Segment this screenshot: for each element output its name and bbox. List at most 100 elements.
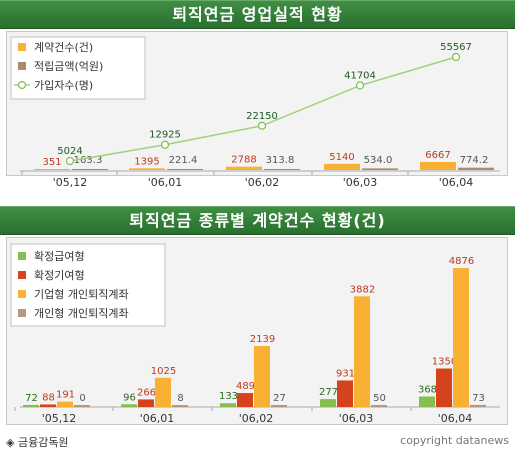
chart1-contracts-value-label: 1395 [134,156,159,167]
chart1-subscribers-value-label: 5024 [57,146,82,157]
chart2-bar [172,405,188,407]
chart2-legend-swatch [18,290,26,298]
chart1-legend-swatch [18,43,26,51]
chart1-reserves-bar [72,169,108,170]
chart1-legend-swatch [18,62,26,70]
chart1-sales-performance: '05,12 351 163.3 '06,01 1395 221.4 '06,02 2788 3… [10,36,500,189]
chart1-x-tick-label: '05,12 [53,176,88,189]
chart2-value-label: 931 [336,368,355,379]
chart2-legend [10,243,166,327]
chart2-bar [320,399,336,407]
chart2-bar [121,404,137,407]
source-note: ◈ 금융감독원 [6,436,69,449]
chart2-value-label: 489 [236,381,255,392]
chart2-legend-label: 확정급여형 [34,250,85,263]
chart1-subscribers-point [451,52,461,62]
chart1-subscribers-point [160,140,170,149]
chart2-bar [40,404,56,407]
chart1-reserves-bar [362,168,398,170]
chart1-contracts-value-label: 351 [42,157,61,168]
chart2-bar [453,268,469,407]
chart2-value-label: 27 [273,393,286,404]
chart1-subscribers-value-label: 41704 [344,71,376,82]
chart1-subscribers-point [257,121,267,130]
chart2-bar [57,401,73,407]
chart2-legend-swatch [18,271,26,279]
chart2-bar [220,403,236,407]
chart2-value-label: 73 [472,393,485,404]
chart2-title-banner: 퇴직연금 종류별 계약건수 현황(건) [0,206,515,235]
chart1-contracts-bar [34,169,70,170]
chart2-bar [419,396,435,407]
chart2-bar [371,405,387,407]
chart1-subscribers-value-label: 22150 [246,111,278,122]
chart2-value-label: 266 [137,387,156,398]
chart2-x-tick-label: '05,12 [42,412,77,425]
chart2-value-label: 96 [123,392,136,403]
chart2-legend-label: 확정기여형 [34,269,85,282]
chart1-contracts-bar [420,161,456,170]
chart2-value-label: 3882 [350,284,375,295]
chart1-contracts-bar [129,168,165,170]
chart2-bar [470,404,486,407]
chart2-bar [155,377,171,407]
chart2-bar [237,393,253,407]
chart2-x-tick-label: '06,01 [140,412,175,425]
chart2-bar [23,404,39,407]
chart1-title-banner: 퇴직연금 영업실적 현황 [0,0,515,29]
chart2-bar [354,296,370,407]
chart1-x-tick-label: '06,01 [148,176,183,189]
chart1-subscribers-value-label: 12925 [149,130,181,141]
chart1-legend-label: 가입자수(명) [34,79,93,92]
chart2-bar [271,405,287,407]
chart1-x-tick-label: '06,02 [245,176,280,189]
chart2-value-label: 191 [56,390,75,401]
chart2-value-label: 368 [418,385,437,396]
chart2-legend-swatch [18,309,26,317]
chart2-value-label: 2139 [250,334,275,345]
chart1-reserves-bar [167,169,203,170]
chart1-x-tick-label: '06,04 [439,176,474,189]
chart1-contracts-bar [226,166,262,170]
chart1-reserves-bar [458,167,494,170]
chart1-subscribers-point [355,81,365,90]
chart1-reserves-value-label: 534.0 [364,155,393,166]
chart2-value-label: 72 [25,393,38,404]
chart2-bar [337,380,353,407]
chart1-legend-label: 적립금액(억원) [34,60,103,73]
chart2-value-label: 8 [177,393,183,404]
chart2-value-label: 1350 [432,357,457,368]
chart2-bar [74,405,90,407]
chart1-reserves-bar [264,169,300,170]
chart2-x-tick-label: '06,04 [438,412,473,425]
chart1-legend-marker [17,80,27,90]
chart2-x-tick-label: '06,03 [339,412,374,425]
chart2-legend-swatch [18,252,26,260]
chart1-legend-label: 계약건수(건) [34,40,93,54]
chart2-bar [138,399,154,407]
chart2-value-label: 1025 [151,366,176,377]
chart2-bar [254,346,270,407]
chart1-contracts-value-label: 2788 [231,155,256,166]
chart2-legend-label: 기업형 개인퇴직계좌 [34,288,129,301]
chart1-legend [10,36,146,100]
chart1-contracts-value-label: 5140 [329,152,354,163]
chart2-x-tick-label: '06,02 [239,412,274,425]
chart1-reserves-value-label: 774.2 [460,155,489,166]
chart2-value-label: 133 [219,391,238,402]
chart1-x-tick-label: '06,03 [343,176,378,189]
chart2-value-label: 88 [42,392,55,403]
chart2-value-label: 4876 [449,256,474,267]
chart1-reserves-value-label: 163.3 [74,155,103,166]
chart1-subscribers-value-label: 55567 [440,42,472,53]
chart2-value-label: 0 [79,393,85,404]
chart1-contracts-bar [324,163,360,170]
chart1-subscribers-point [65,156,75,166]
chart2-value-label: 50 [373,393,386,404]
chart1-reserves-value-label: 313.8 [266,155,295,166]
chart2-bar [436,368,452,407]
chart1-reserves-value-label: 221.4 [169,155,198,166]
chart2-value-label: 277 [319,387,338,398]
